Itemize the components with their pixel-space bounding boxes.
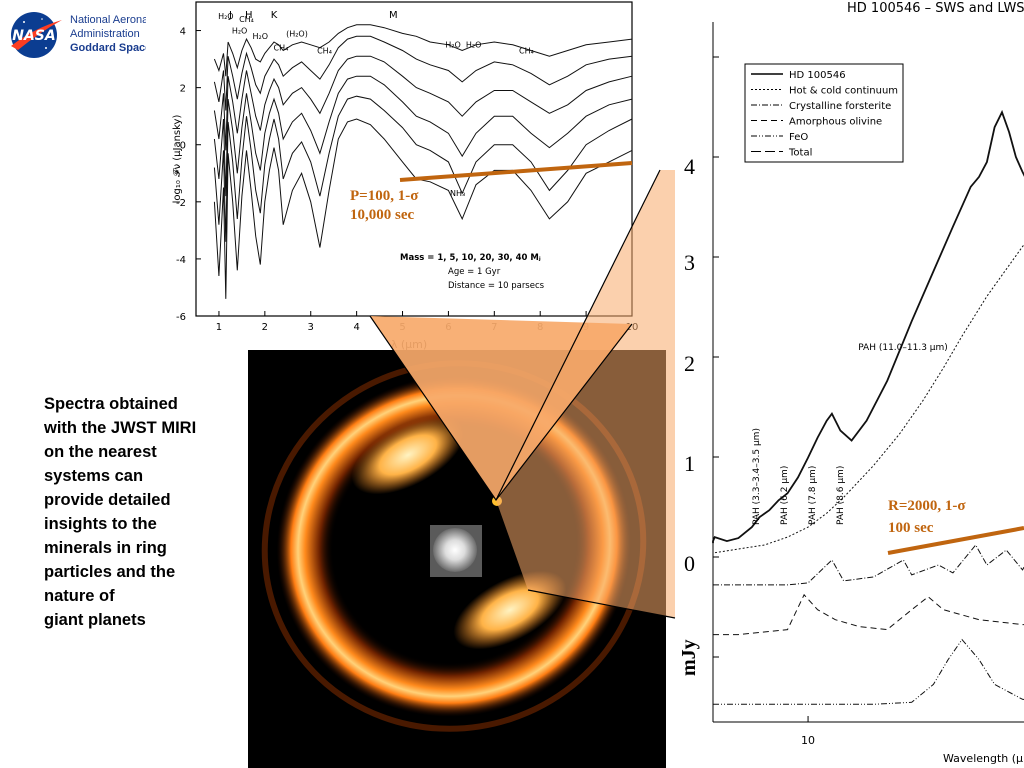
pah-feature-label: PAH (7.8 μm)	[808, 466, 818, 525]
caption-line: giant planets	[44, 611, 146, 629]
legend-box	[744, 63, 904, 163]
caption-line: insights to the	[44, 515, 157, 533]
miri-note-left-line1: P=100, 1-σ	[350, 188, 419, 204]
spectrum-line-5	[213, 95, 633, 242]
miri-note-left-line2: 10,000 sec	[350, 207, 415, 223]
y-tick-label: -4	[176, 255, 186, 266]
miri-note-right-line1: R=2000, 1-σ	[888, 498, 966, 514]
spectrum-series-2	[712, 244, 1024, 555]
center-name: Goddard Space Flight Center	[70, 42, 146, 54]
spectrum-line-1	[213, 24, 633, 77]
feature-label: (H₂O)	[286, 29, 308, 38]
caption-line: nature of	[44, 587, 115, 605]
feature-label: H₂O	[466, 41, 482, 50]
feature-label: CH₄	[273, 44, 288, 53]
band-label: J	[228, 10, 232, 21]
agency-name-line1: National Aeronautics and Space	[70, 14, 146, 26]
spectrum-line-3	[213, 55, 633, 151]
pah-feature-label: PAH (3.3–3.4–3.5 μm)	[752, 428, 762, 525]
y-axis-label: log₁₀ 𝓕ν (μJansky)	[172, 115, 183, 204]
y-tick-label: 0	[180, 141, 186, 152]
y-tick-label: 2	[180, 84, 186, 95]
legend-entry: Hot & cold continuum	[789, 86, 898, 97]
legend-entry: Total	[788, 148, 812, 159]
spectrum-series-4	[713, 593, 1024, 636]
y-tick-label: -2	[176, 198, 186, 209]
agency-name-line2: Administration	[70, 28, 140, 40]
spectrum-line-4	[213, 75, 633, 197]
x-tick-label: 6	[445, 322, 451, 333]
chart-title: HD 100546 – SWS and LWS	[847, 1, 1024, 16]
x-tick-label: 4	[353, 322, 359, 333]
spectrum-line-2	[213, 35, 633, 111]
pah-feature-label: PAH (11.0–11.3 μm)	[858, 343, 948, 353]
nasa-logo: NASA	[11, 12, 62, 58]
miri-note-right-line2: 100 sec	[888, 520, 934, 536]
legend-entry: FeO	[789, 132, 808, 143]
x-tick-label: 9	[583, 322, 589, 333]
feature-label: H₂O	[232, 26, 248, 35]
feature-label: CH₄	[519, 46, 534, 55]
spectrum-series-1	[712, 109, 1024, 544]
x-tick-label: 5	[399, 322, 405, 333]
x-tick-label: 1	[216, 322, 222, 333]
x-tick-label: 10	[626, 322, 638, 333]
feature-label: H₂O	[218, 12, 234, 21]
caption-line: on the nearest	[44, 443, 157, 461]
caption-line: systems can	[44, 467, 144, 485]
pah-feature-label: PAH (6.2 μm)	[780, 466, 790, 525]
right-y-tick-2: 2	[684, 351, 695, 376]
chart-annotation: Mass = 1, 5, 10, 20, 30, 40 Mⱼ	[400, 253, 541, 263]
right-y-tick-4: 4	[684, 154, 695, 179]
debris-ring-image	[248, 350, 666, 768]
right-y-tick-3: 3	[684, 250, 695, 275]
band-label: H	[245, 10, 253, 21]
chart-annotation: Distance = 10 parsecs	[448, 281, 545, 291]
right-y-tick-1: 1	[684, 451, 695, 476]
caption-line: Spectra obtained	[44, 395, 178, 413]
spectrum-series-5	[713, 638, 1024, 705]
x-axis-label: Wavelength (μm)	[943, 752, 1024, 765]
x-tick-label: 3	[308, 322, 314, 333]
band-label: M	[389, 10, 398, 21]
caption-line: with the JWST MIRI	[44, 419, 197, 437]
y-tick-label: -6	[176, 312, 186, 323]
chart-annotation: Age = 1 Gyr	[448, 267, 501, 277]
caption-line: provide detailed	[44, 491, 171, 509]
right-y-tick-0: 0	[684, 551, 695, 576]
y-tick-label: 4	[180, 27, 186, 38]
pah-feature-label: PAH (8.6 μm)	[836, 466, 846, 525]
feature-label: NH₃	[450, 189, 465, 198]
x-tick-label: 7	[491, 322, 497, 333]
legend-entry: Amorphous olivine	[789, 117, 882, 128]
caption-line: particles and the	[44, 563, 176, 581]
feature-label: H₂O	[445, 41, 461, 50]
slide-caption: Spectra obtained with the JWST MIRI on t…	[44, 392, 234, 632]
caption-line: minerals in ring	[44, 539, 167, 557]
right-y-axis-label: mJy	[678, 639, 700, 676]
spectrum-series-3	[713, 544, 1024, 586]
legend-entry: Crystalline forsterite	[789, 101, 891, 112]
feature-label: CH₄	[317, 46, 332, 55]
svg-text:NASA: NASA	[12, 28, 55, 44]
x-tick-label: 2	[262, 322, 268, 333]
legend-entry: HD 100546	[789, 70, 846, 81]
x-tick-label: 10	[801, 734, 815, 747]
band-label: K	[271, 10, 278, 21]
x-tick-label: 8	[537, 322, 543, 333]
feature-label: CH₄	[239, 15, 254, 24]
feature-label: H₂O	[252, 32, 268, 41]
